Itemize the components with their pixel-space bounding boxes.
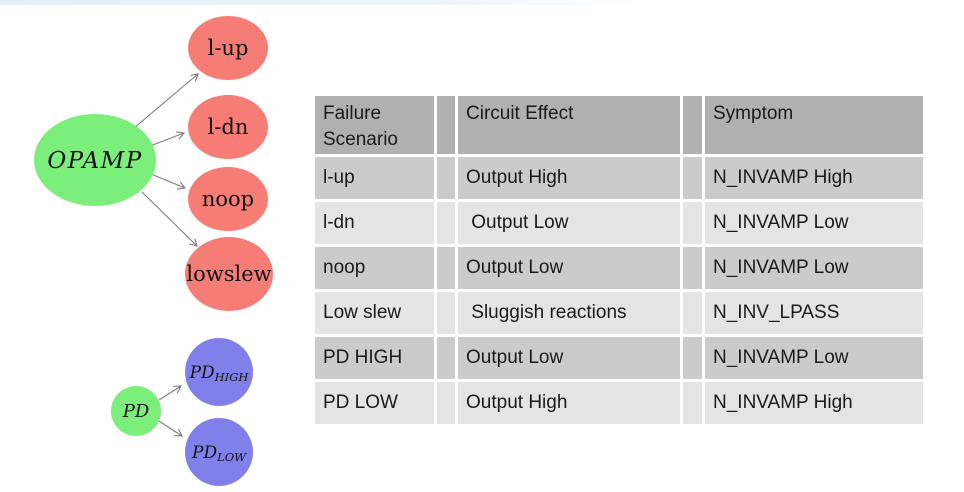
table-cell-effect: Output Low [458, 337, 680, 379]
row-spacer [683, 202, 702, 244]
table-cell-symptom: N_INVAMP Low [705, 202, 923, 244]
row-spacer [437, 337, 455, 379]
row-spacer [683, 157, 702, 199]
row-spacer [683, 247, 702, 289]
node-pdlow-label: PDLOW [191, 443, 247, 464]
column-header-failure-scenario: Failure Scenario [315, 96, 434, 154]
row-spacer [437, 292, 455, 334]
table-cell-failure: PD HIGH [315, 337, 434, 379]
fault-tree-diagram: OPAMP l-up l-dn noop lowslew PD PDHIGH P… [34, 16, 273, 486]
node-pdhigh-shape [185, 338, 253, 406]
node-l-up-label: l-up [208, 36, 249, 60]
table-cell-failure: l-up [315, 157, 434, 199]
top-accent-bar [0, 0, 964, 5]
table-cell-failure: Low slew [315, 292, 434, 334]
node-pd-label: PD [122, 401, 150, 422]
node-pdlow-label-subscript: LOW [216, 450, 247, 464]
arrow-pd-to-pdlow [158, 420, 182, 436]
table-cell-effect: Output Low [458, 247, 680, 289]
row-spacer [683, 292, 702, 334]
row-spacer [437, 202, 455, 244]
node-noop-shape [188, 167, 268, 231]
node-pdhigh-label-subscript: HIGH [214, 370, 250, 384]
row-spacer [683, 382, 702, 424]
node-pdhigh-label-base: PD [189, 363, 215, 383]
arrow-pd-to-pdhigh [158, 386, 181, 401]
node-lowslew-shape [185, 237, 273, 311]
table-cell-failure: l-dn [315, 202, 434, 244]
row-spacer [437, 247, 455, 289]
header-spacer-1 [437, 96, 455, 154]
table-cell-failure: PD LOW [315, 382, 434, 424]
node-opamp-shape [34, 114, 156, 206]
table-cell-effect: Sluggish reactions [458, 292, 680, 334]
arrow-opamp-to-noop [150, 173, 185, 188]
column-header-symptom: Symptom [705, 96, 923, 154]
failure-scenario-table: Failure Scenario Circuit Effect Symptom … [315, 96, 923, 424]
arrow-opamp-to-lowslew [141, 191, 197, 246]
table-cell-symptom: N_INVAMP Low [705, 337, 923, 379]
arrow-opamp-to-l-dn [149, 133, 184, 147]
node-pd-shape [111, 386, 161, 436]
node-noop-label: noop [202, 187, 254, 211]
table-cell-symptom: N_INVAMP High [705, 382, 923, 424]
table-cell-symptom: N_INVAMP High [705, 157, 923, 199]
row-spacer [437, 382, 455, 424]
table-cell-effect: Output High [458, 382, 680, 424]
node-pdhigh-label: PDHIGH [189, 363, 250, 384]
node-l-dn-shape [188, 95, 268, 159]
table-cell-failure: noop [315, 247, 434, 289]
header-spacer-2 [683, 96, 702, 154]
table-cell-effect: Output Low [458, 202, 680, 244]
table-cell-effect: Output High [458, 157, 680, 199]
node-pdlow-label-base: PD [191, 443, 217, 463]
table-cell-symptom: N_INV_LPASS [705, 292, 923, 334]
node-pdlow-shape [185, 418, 253, 486]
arrow-opamp-to-l-up [133, 74, 198, 129]
column-header-circuit-effect: Circuit Effect [458, 96, 680, 154]
row-spacer [437, 157, 455, 199]
node-l-up-shape [188, 16, 268, 80]
table-cell-symptom: N_INVAMP Low [705, 247, 923, 289]
node-opamp-label: OPAMP [47, 148, 142, 174]
node-lowslew-label: lowslew [186, 262, 271, 286]
node-l-dn-label: l-dn [208, 115, 249, 139]
row-spacer [683, 337, 702, 379]
